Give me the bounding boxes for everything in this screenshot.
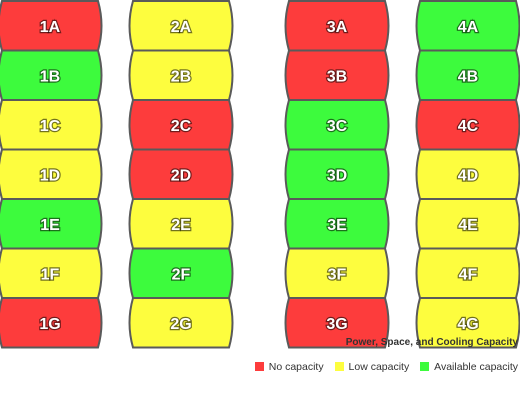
- rack-label-3f: 3F: [328, 266, 347, 283]
- legend-item-low-capacity: Low capacity: [334, 361, 410, 373]
- rack-label-1e: 1E: [40, 217, 60, 234]
- rack-label-2f: 2F: [172, 266, 191, 283]
- rack-column-1: 1A 1B 1C 1D 1E 1F 1G: [0, 0, 103, 349]
- rack-label-1a: 1A: [40, 19, 61, 36]
- rack-label-4c: 4C: [458, 118, 479, 135]
- legend-item-available-capacity: Available capacity: [420, 361, 518, 373]
- rack-label-3g: 3G: [326, 316, 347, 333]
- rack-label-2c: 2C: [171, 118, 192, 135]
- rack-label-2b: 2B: [171, 68, 191, 85]
- rack-2g: [128, 297, 234, 349]
- rack-label-2d: 2D: [171, 167, 191, 184]
- rack-label-3b: 3B: [327, 68, 347, 85]
- rack-label-4a: 4A: [458, 19, 479, 36]
- rack-label-4g: 4G: [457, 316, 478, 333]
- legend-item-no-capacity: No capacity: [254, 361, 324, 373]
- rack-column-2: 2A 2B 2C 2D 2E 2F 2G: [128, 0, 234, 349]
- legend-label-low-capacity: Low capacity: [348, 361, 410, 373]
- rack-label-1f: 1F: [41, 266, 60, 283]
- rack-1g: [0, 297, 103, 349]
- low-capacity-swatch: [334, 362, 344, 371]
- rack-label-3e: 3E: [327, 217, 347, 234]
- rack-column-3: 3A 3B 3C 3D 3E 3F 3G: [284, 0, 390, 349]
- legend-title: Power, Space, and Cooling Capacity: [345, 337, 518, 348]
- rack-label-2g: 2G: [170, 316, 191, 333]
- rack-3g: [284, 297, 390, 349]
- rack-label-2e: 2E: [171, 217, 191, 234]
- legend-label-no-capacity: No capacity: [268, 361, 324, 373]
- rack-label-3a: 3A: [327, 19, 348, 36]
- legend-items: No capacity Low capacity Available capac…: [218, 361, 518, 373]
- no-capacity-swatch: [254, 362, 264, 371]
- rack-label-1c: 1C: [40, 118, 61, 135]
- rack-label-4e: 4E: [458, 217, 478, 234]
- rack-label-2a: 2A: [171, 19, 192, 36]
- legend-label-available-capacity: Available capacity: [434, 361, 518, 373]
- available-capacity-swatch: [420, 362, 430, 371]
- rack-label-1d: 1D: [40, 167, 60, 184]
- rack-label-4f: 4F: [459, 266, 478, 283]
- rack-label-3d: 3D: [327, 167, 347, 184]
- rack-label-1g: 1G: [39, 316, 60, 333]
- rack-label-1b: 1B: [40, 68, 60, 85]
- rack-4g: [415, 297, 520, 349]
- rack-label-4b: 4B: [458, 68, 478, 85]
- rack-label-3c: 3C: [327, 118, 348, 135]
- capacity-legend: Power, Space, and Cooling Capacity No ca…: [218, 337, 518, 373]
- rack-column-4: 4A 4B 4C 4D 4E 4F 4G: [415, 0, 520, 349]
- rack-label-4d: 4D: [458, 167, 478, 184]
